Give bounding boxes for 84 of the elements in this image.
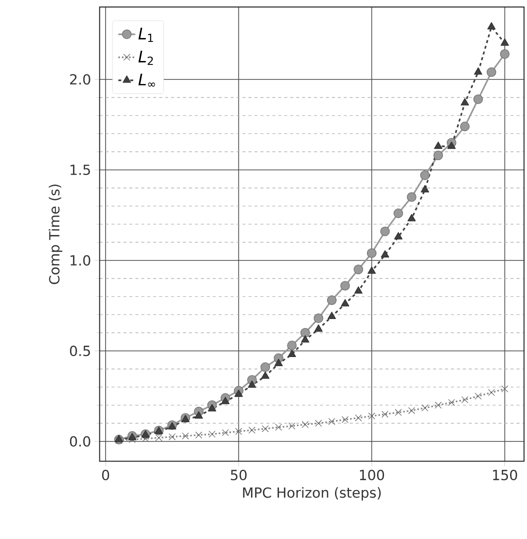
point [408, 407, 416, 414]
point [260, 362, 270, 372]
point [195, 432, 202, 438]
point [115, 437, 122, 444]
point [460, 122, 470, 132]
point [382, 410, 388, 418]
point [407, 214, 416, 222]
point [394, 408, 402, 416]
point [208, 404, 216, 412]
point [234, 390, 243, 397]
point [287, 340, 297, 350]
y-tick-label: 2.0 [70, 74, 90, 85]
point [447, 142, 456, 149]
point [328, 418, 336, 425]
point [208, 430, 216, 438]
point [366, 248, 376, 258]
point [315, 420, 322, 427]
x-tick-label: 100 [360, 470, 384, 480]
point [288, 422, 296, 430]
point [327, 295, 337, 305]
point [302, 421, 309, 428]
point [314, 324, 323, 332]
point [368, 266, 376, 274]
point [288, 350, 296, 358]
point [420, 185, 430, 192]
point [155, 434, 162, 442]
legend-label: L$_{1}$ [138, 28, 153, 42]
point [406, 192, 416, 202]
point [235, 428, 242, 435]
point [433, 150, 443, 160]
point [394, 208, 404, 218]
point [128, 436, 136, 444]
point [328, 312, 336, 320]
point [421, 404, 428, 412]
point [500, 38, 509, 46]
point [460, 98, 469, 106]
x-tick-label: 50 [230, 470, 247, 480]
point [261, 371, 270, 379]
x-tick-label: 150 [493, 470, 518, 480]
point [486, 67, 496, 77]
point [474, 392, 482, 400]
y-axis-title: Comp Time (s) [48, 184, 62, 284]
point [354, 286, 363, 294]
point [461, 396, 468, 404]
point [420, 170, 430, 180]
point [182, 432, 189, 440]
point [434, 142, 442, 149]
point [474, 67, 482, 75]
point [248, 380, 256, 388]
point [340, 299, 350, 306]
x-tick-label: 0 [102, 470, 110, 480]
point [301, 335, 310, 343]
x-axis-title: MPC Horizon (steps) [243, 487, 381, 501]
point [168, 433, 176, 440]
point [394, 232, 402, 240]
y-tick-label: 1.5 [70, 164, 90, 176]
y-tick-label: 1.0 [70, 255, 90, 266]
point [448, 399, 455, 406]
point [248, 426, 256, 434]
y-tick-label: 0.0 [70, 436, 90, 447]
point [368, 412, 376, 420]
point [314, 314, 324, 324]
point [380, 226, 390, 236]
point [194, 411, 203, 419]
point [340, 280, 350, 290]
point [274, 358, 283, 366]
point [501, 385, 508, 392]
legend-label: L$_{2}$ [138, 50, 153, 65]
point [222, 429, 229, 436]
point [342, 416, 349, 424]
legend-label: L$_{∞}$ [138, 74, 155, 87]
point [354, 414, 362, 422]
point [473, 94, 483, 104]
point [380, 250, 390, 258]
point [500, 49, 510, 59]
point [354, 264, 364, 274]
point [300, 328, 310, 338]
point [262, 425, 269, 432]
point [221, 396, 230, 404]
point [434, 402, 442, 409]
point [275, 424, 282, 431]
y-tick-label: 0.5 [70, 346, 90, 356]
point [487, 22, 496, 30]
point [488, 389, 495, 396]
